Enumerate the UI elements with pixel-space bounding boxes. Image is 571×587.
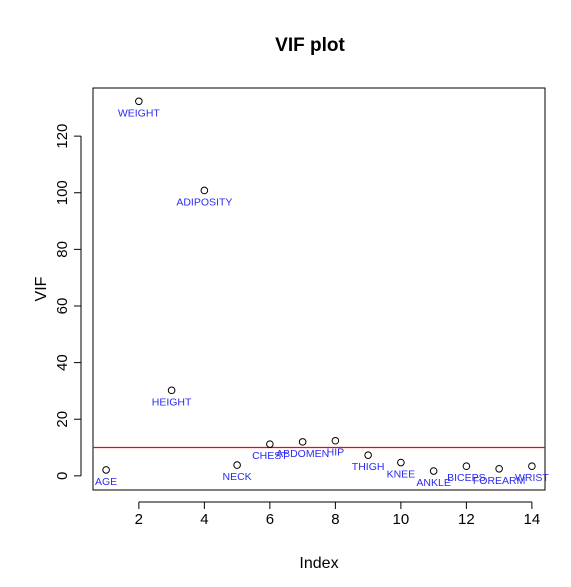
y-tick-label: 40 — [54, 354, 71, 371]
data-point — [167, 386, 176, 395]
point-label: FOREARM — [473, 475, 526, 487]
y-tick-label: 0 — [54, 472, 71, 480]
x-tick-label: 2 — [135, 511, 143, 528]
y-tick-label: 100 — [54, 180, 71, 205]
point-label: BICEPS — [447, 472, 486, 484]
data-point — [298, 438, 307, 446]
data-point — [331, 436, 340, 445]
y-tick-label: 60 — [54, 298, 71, 315]
y-tick-label: 120 — [54, 124, 71, 149]
point-label: CHEST — [252, 450, 288, 462]
x-axis-title: Index — [299, 555, 338, 572]
point-label: WRIST — [515, 472, 549, 484]
data-point — [462, 462, 471, 471]
x-tick-label: 4 — [200, 511, 208, 528]
point-label: ABDOMEN — [276, 448, 329, 460]
point-label: THIGH — [352, 461, 385, 473]
y-tick-label: 20 — [54, 411, 71, 428]
point-label: AGE — [95, 476, 117, 488]
x-tick-label: 6 — [266, 511, 274, 528]
point-label: ADIPOSITY — [176, 196, 232, 208]
data-point — [429, 467, 438, 475]
point-label: KNEE — [387, 469, 416, 481]
data-point — [233, 461, 241, 469]
point-label: ANKLE — [416, 477, 450, 489]
data-points — [102, 97, 536, 475]
y-axis: 0 20 40 60 80 100 120 — [54, 124, 82, 480]
point-labels: AGE WEIGHT HEIGHT ADIPOSITY NECKCHESTABDOMEN… — [95, 107, 549, 489]
data-point — [135, 97, 143, 106]
y-tick-label: 80 — [54, 241, 71, 258]
y-axis-title: VIF — [33, 276, 50, 301]
data-point — [397, 458, 405, 467]
x-axis: 2 4 6 8 10 12 14 — [135, 501, 541, 528]
data-point — [528, 462, 536, 471]
data-point — [102, 466, 110, 474]
x-tick-label: 10 — [393, 511, 410, 528]
plot-frame — [92, 87, 546, 491]
data-point — [266, 440, 274, 448]
point-label: HIP — [327, 447, 345, 459]
point-label: NECK — [223, 471, 252, 483]
data-point — [364, 451, 372, 459]
data-point — [495, 464, 503, 473]
data-point — [200, 186, 209, 195]
x-tick-label: 8 — [331, 511, 339, 528]
x-tick-label: 12 — [458, 511, 475, 528]
point-label: WEIGHT — [118, 107, 161, 119]
point-label: HEIGHT — [152, 396, 192, 408]
x-tick-label: 14 — [524, 511, 541, 528]
chart-title: VIF plot — [275, 35, 345, 56]
